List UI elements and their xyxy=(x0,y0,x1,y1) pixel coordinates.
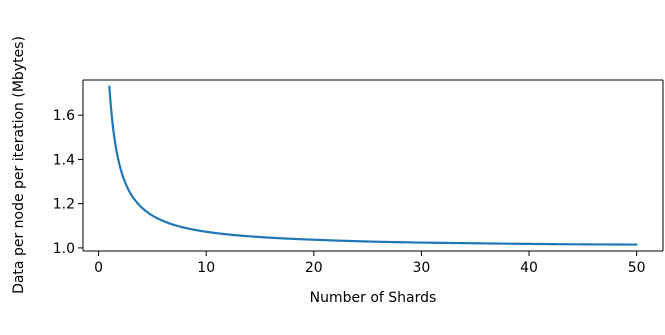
y-tick-label: 1.4 xyxy=(53,152,75,168)
plot-area xyxy=(82,79,664,252)
series-line xyxy=(108,85,638,246)
x-tick-label: 30 xyxy=(413,260,431,276)
x-axis-title: Number of Shards xyxy=(310,290,437,306)
x-axis-ticks: 0 10 20 30 40 50 xyxy=(94,251,646,276)
x-tick-label: 50 xyxy=(628,260,646,276)
y-axis-ticks: 1.0 1.2 1.4 1.6 xyxy=(53,108,83,257)
y-tick-label: 1.6 xyxy=(53,108,75,124)
y-axis-title: Data per node per iteration (Mbytes) xyxy=(11,36,27,294)
x-tick-label: 10 xyxy=(197,260,215,276)
x-tick-label: 20 xyxy=(305,260,323,276)
y-tick-label: 1.0 xyxy=(53,241,75,257)
x-tick-label: 40 xyxy=(520,260,538,276)
y-tick-label: 1.2 xyxy=(53,197,75,213)
x-tick-label: 0 xyxy=(94,260,103,276)
